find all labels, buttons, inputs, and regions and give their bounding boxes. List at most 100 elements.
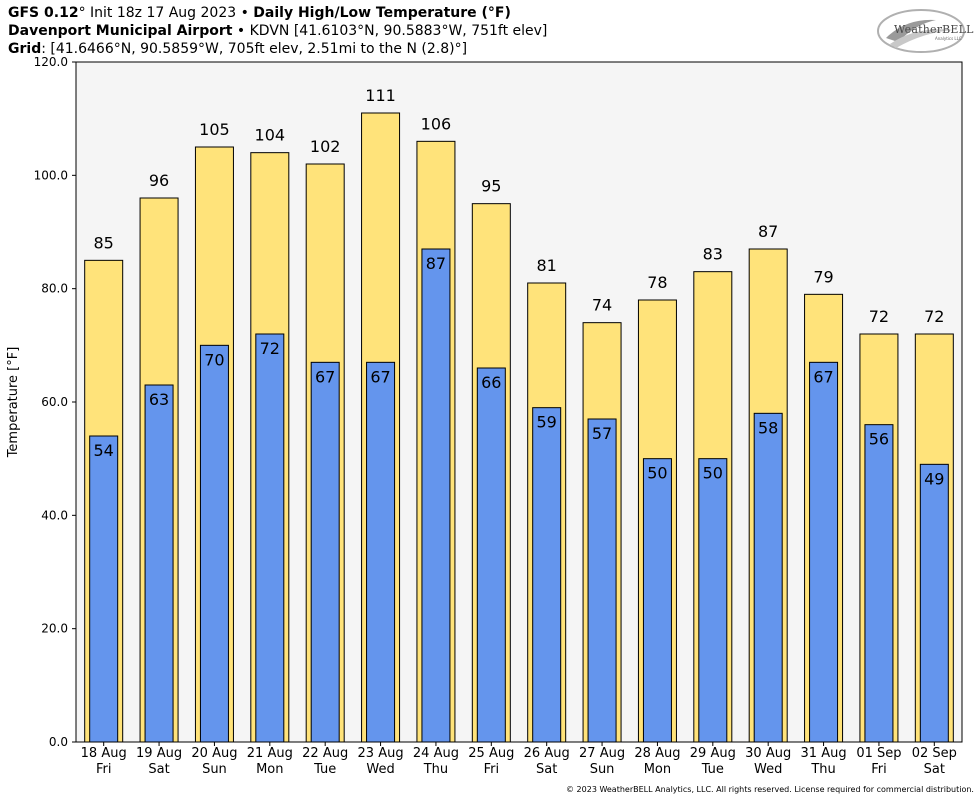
x-tick-label-date: 25 Aug [468, 746, 514, 761]
x-tick-label-weekday: Wed [754, 762, 782, 777]
y-tick-label: 0.0 [49, 735, 68, 749]
x-tick-label-date: 02 Sep [912, 746, 957, 761]
low-temp-label: 70 [204, 350, 224, 369]
low-temp-bar [89, 435, 119, 743]
low-temp-label: 58 [758, 418, 778, 437]
low-temp-label: 57 [592, 424, 612, 443]
high-temp-label: 72 [924, 307, 944, 326]
low-temp-label: 56 [869, 430, 889, 449]
high-temp-label: 87 [758, 222, 778, 241]
low-temp-bar [255, 333, 285, 743]
y-tick-label: 60.0 [41, 395, 68, 409]
low-temp-bar [809, 361, 839, 743]
x-tick-label-weekday: Thu [810, 762, 835, 777]
high-temp-label: 95 [481, 177, 501, 196]
x-tick-label-weekday: Sun [202, 762, 227, 777]
x-tick-label-date: 19 Aug [136, 746, 182, 761]
title-line-grid: Grid: [41.6466°N, 90.5859°W, 705ft elev,… [8, 41, 467, 57]
x-tick-label-date: 27 Aug [579, 746, 625, 761]
high-temp-label: 83 [703, 245, 723, 264]
y-tick-label: 120.0 [34, 55, 68, 69]
station-coords: • KDVN [41.6103°N, 90.5883°W, 751ft elev… [232, 23, 548, 39]
x-tick-label-date: 28 Aug [634, 746, 680, 761]
low-temp-bar [476, 367, 506, 743]
high-temp-label: 79 [813, 267, 833, 286]
low-temp-label: 50 [703, 464, 723, 483]
degree-sign: ° [78, 5, 86, 21]
high-temp-label: 102 [310, 137, 341, 156]
logo-subtitle: Analytics LLC [935, 36, 962, 41]
high-temp-label: 104 [255, 126, 286, 145]
low-temp-bar [642, 458, 672, 743]
x-tick-label-weekday: Fri [484, 762, 500, 777]
x-tick-label-date: 20 Aug [191, 746, 237, 761]
high-temp-label: 81 [537, 256, 557, 275]
grid-label: Grid [8, 41, 42, 57]
x-tick-label-date: 18 Aug [81, 746, 127, 761]
x-tick-label-weekday: Sat [536, 762, 557, 777]
low-temp-bar [587, 418, 617, 743]
x-tick-label-weekday: Fri [96, 762, 112, 777]
low-temp-label: 49 [924, 469, 944, 488]
model-name: GFS 0.12 [8, 5, 79, 21]
low-temp-label: 59 [537, 413, 557, 432]
init-time: Init 18z 17 Aug 2023 • [85, 5, 254, 21]
low-temp-label: 67 [315, 367, 335, 386]
low-temp-label: 87 [426, 254, 446, 273]
y-tick-label: 40.0 [41, 508, 68, 522]
plot-frame [75, 61, 963, 743]
logo-wordmark: WeatherBELL [894, 23, 974, 36]
x-tick-label-date: 22 Aug [302, 746, 348, 761]
x-tick-label-weekday: Tue [313, 762, 336, 777]
x-tick-label-date: 01 Sep [856, 746, 901, 761]
x-tick-label-weekday: Wed [366, 762, 394, 777]
x-tick-label-date: 24 Aug [413, 746, 459, 761]
weatherbell-logo-icon [877, 9, 965, 53]
high-temp-label: 85 [94, 233, 114, 252]
x-tick-label-weekday: Tue [701, 762, 724, 777]
low-temp-bar [532, 407, 562, 743]
title-line-station: Davenport Municipal Airport • KDVN [41.6… [8, 23, 547, 39]
y-tick-label: 20.0 [41, 622, 68, 636]
y-axis-label: Temperature [°F] [6, 347, 21, 459]
x-tick-label-weekday: Fri [871, 762, 887, 777]
x-tick-label-date: 31 Aug [801, 746, 847, 761]
high-temp-label: 74 [592, 296, 612, 315]
high-temp-label: 105 [199, 120, 230, 139]
x-tick-label-date: 21 Aug [247, 746, 293, 761]
low-temp-bar [919, 463, 949, 743]
low-temp-bar [864, 424, 894, 743]
low-temp-label: 63 [149, 390, 169, 409]
low-temp-label: 50 [647, 464, 667, 483]
title-line-model: GFS 0.12° Init 18z 17 Aug 2023 • Daily H… [8, 5, 511, 21]
y-tick-label: 80.0 [41, 282, 68, 296]
high-temp-label: 72 [869, 307, 889, 326]
x-tick-label-date: 23 Aug [358, 746, 404, 761]
high-temp-label: 96 [149, 171, 169, 190]
x-tick-label-weekday: Thu [423, 762, 448, 777]
low-temp-label: 54 [94, 441, 114, 460]
low-temp-bar [310, 361, 340, 743]
x-tick-label-weekday: Mon [256, 762, 283, 777]
x-tick-label-weekday: Sat [924, 762, 945, 777]
low-temp-bar [421, 248, 451, 743]
x-tick-label-weekday: Mon [644, 762, 671, 777]
low-temp-bar [144, 384, 174, 743]
low-temp-label: 67 [370, 367, 390, 386]
low-temp-bar [366, 361, 396, 743]
chart-title: Daily High/Low Temperature (°F) [253, 5, 511, 21]
low-temp-label: 72 [260, 339, 280, 358]
high-temp-label: 111 [365, 86, 396, 105]
copyright-footer: © 2023 WeatherBELL Analytics, LLC. All r… [566, 785, 974, 794]
high-temp-label: 106 [421, 114, 452, 133]
low-temp-bar [199, 344, 229, 743]
high-temp-label: 78 [647, 273, 667, 292]
low-temp-bar [753, 412, 783, 743]
low-temp-label: 67 [813, 367, 833, 386]
x-tick-label-weekday: Sat [148, 762, 169, 777]
x-tick-label-date: 26 Aug [524, 746, 570, 761]
y-tick-label: 100.0 [34, 168, 68, 182]
low-temp-bar [698, 458, 728, 743]
low-temp-label: 66 [481, 373, 501, 392]
